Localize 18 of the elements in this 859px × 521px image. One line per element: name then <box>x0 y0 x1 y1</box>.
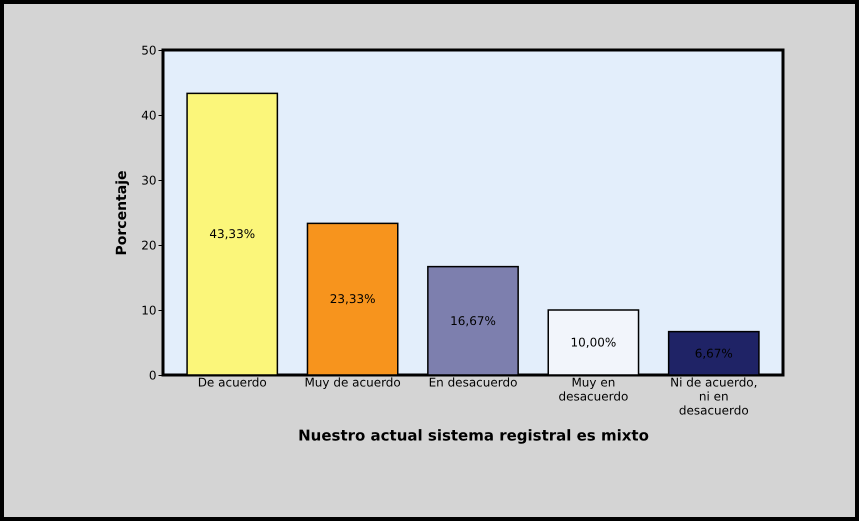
y-tick-label: 10 <box>141 304 156 318</box>
x-axis-title: Nuestro actual sistema registral es mixto <box>298 426 649 444</box>
data-label: 6,67% <box>694 346 733 360</box>
x-tick-label: En desacuerdo <box>428 376 518 390</box>
y-tick-label: 20 <box>141 238 156 252</box>
y-tick-label: 50 <box>141 44 156 58</box>
x-tick-label: De acuerdo <box>198 376 267 390</box>
data-label: 43,33% <box>209 227 256 242</box>
x-tick-label: Muy de acuerdo <box>304 376 401 390</box>
y-tick-label: 30 <box>141 174 156 188</box>
data-label: 10,00% <box>570 336 616 350</box>
x-tick-label: Muy en desacuerdo <box>558 376 628 404</box>
x-tick-label: Ni de acuerdo, ni en desacuerdo <box>670 376 758 418</box>
data-label: 23,33% <box>330 292 376 306</box>
data-label: 16,67% <box>450 314 496 328</box>
y-tick-label: 40 <box>141 108 156 122</box>
y-axis-title: Porcentaje <box>114 170 130 256</box>
y-tick-label: 0 <box>148 368 156 382</box>
